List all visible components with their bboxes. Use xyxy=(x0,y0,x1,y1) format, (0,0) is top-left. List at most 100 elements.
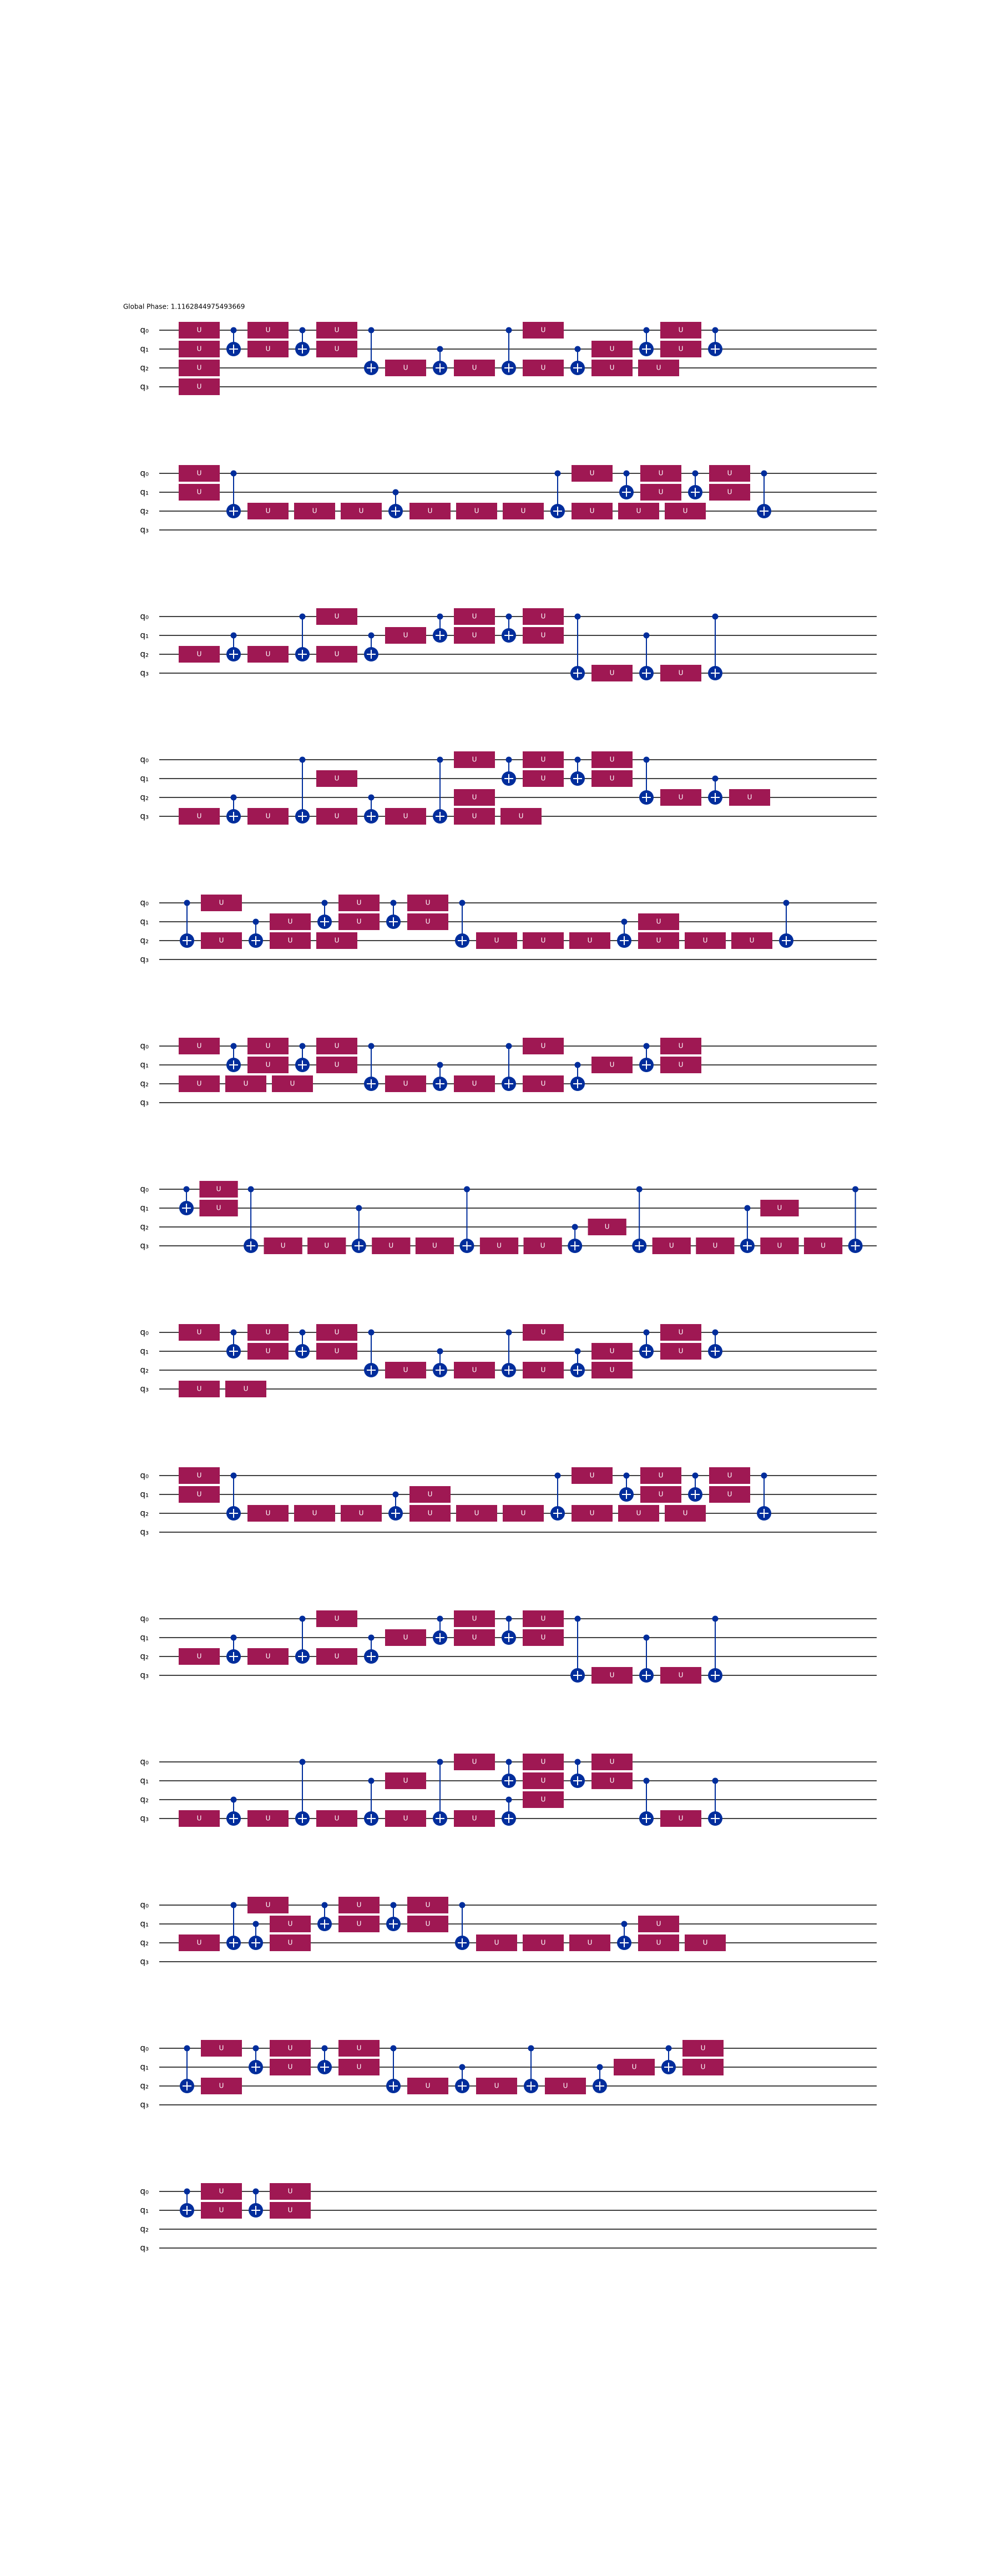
cx-control xyxy=(574,756,581,763)
cx-control xyxy=(437,1759,443,1765)
qubit-label: q₃ xyxy=(140,525,149,535)
cx-control xyxy=(692,1472,699,1479)
u-gate-label: U xyxy=(610,775,615,782)
u-gate-label: U xyxy=(683,1509,688,1517)
u-gate xyxy=(523,608,564,625)
u-gate-label: U xyxy=(541,326,546,334)
u-gate xyxy=(179,1648,220,1665)
u-gate xyxy=(503,503,544,519)
u-gate-label: U xyxy=(216,1185,221,1193)
qubit-label: q₁ xyxy=(140,1919,149,1929)
cx-control xyxy=(368,1043,375,1049)
u-gate xyxy=(588,1219,626,1235)
u-gate xyxy=(225,1381,266,1397)
u-gate-label: U xyxy=(197,1080,202,1088)
u-gate xyxy=(591,665,633,681)
u-gate-label: U xyxy=(335,775,340,782)
u-gate xyxy=(454,1610,495,1627)
u-gate xyxy=(709,1486,750,1503)
u-gate-label: U xyxy=(679,1347,684,1355)
u-gate xyxy=(294,503,335,519)
u-gate-label: U xyxy=(679,1061,684,1069)
cx-control xyxy=(463,1186,470,1193)
u-gate xyxy=(407,1897,448,1913)
u-gate xyxy=(572,1467,613,1484)
u-gate xyxy=(407,895,448,911)
u-gate-label: U xyxy=(777,1204,782,1212)
u-gate-label: U xyxy=(428,1491,433,1498)
u-gate-label: U xyxy=(197,488,202,496)
u-gate-label: U xyxy=(679,794,684,801)
qubit-label: q₀ xyxy=(140,1327,149,1337)
u-gate-label: U xyxy=(388,1242,393,1250)
u-gate xyxy=(316,322,357,339)
u-gate-label: U xyxy=(472,1815,477,1822)
u-gate-label: U xyxy=(472,756,477,764)
cx-control xyxy=(230,327,237,334)
qubit-label: q₃ xyxy=(140,811,149,821)
u-gate xyxy=(640,1486,681,1503)
qubit-label: q₂ xyxy=(140,2081,149,2091)
u-gate-label: U xyxy=(712,1242,717,1250)
qubit-label: q₁ xyxy=(140,1203,149,1213)
cx-control xyxy=(368,794,375,801)
qubit-label: q₂ xyxy=(140,506,149,516)
u-gate-label: U xyxy=(656,364,661,372)
u-gate xyxy=(179,378,220,395)
u-gate-label: U xyxy=(659,488,664,496)
cx-control xyxy=(368,1777,375,1784)
u-gate xyxy=(307,1238,346,1254)
u-gate-label: U xyxy=(541,632,546,639)
u-gate xyxy=(523,1362,564,1378)
u-gate xyxy=(523,1238,562,1254)
u-gate xyxy=(179,1467,220,1484)
u-gate-label: U xyxy=(472,1366,477,1374)
u-gate xyxy=(179,1075,220,1092)
cx-control xyxy=(761,470,767,477)
u-gate-label: U xyxy=(288,2063,293,2071)
u-gate-label: U xyxy=(821,1242,826,1250)
u-gate xyxy=(179,322,220,339)
u-gate xyxy=(476,1934,517,1951)
circuit-row: q₀ q₁ q₂ q₃ U U U U U U U U U U U U U U U xyxy=(140,751,877,825)
u-gate xyxy=(454,789,495,806)
cx-control xyxy=(252,2045,259,2052)
u-gate-label: U xyxy=(428,507,433,515)
u-gate-label: U xyxy=(403,1080,408,1088)
u-gate xyxy=(201,2202,242,2219)
u-gate xyxy=(247,1057,289,1073)
u-gate-label: U xyxy=(244,1385,249,1393)
qubit-label: q₂ xyxy=(140,1222,149,1232)
u-gate xyxy=(660,341,701,357)
cx-control xyxy=(852,1186,859,1193)
u-gate xyxy=(760,1200,799,1216)
u-gate xyxy=(523,932,564,949)
cx-control xyxy=(437,1062,443,1068)
u-gate-label: U xyxy=(335,812,340,820)
circuit-row: q₀ q₁ q₂ q₃ U U U U U U U U U U U U U U U U xyxy=(140,895,877,964)
cx-control xyxy=(299,1043,306,1049)
global-phase: Global Phase: 1.1162844975493669 xyxy=(123,303,245,311)
u-gate-label: U xyxy=(703,1939,708,1947)
cx-control xyxy=(643,632,650,639)
u-gate xyxy=(523,770,564,787)
u-gate-label: U xyxy=(590,507,595,515)
u-gate xyxy=(201,2040,242,2057)
qubit-label: q₀ xyxy=(140,2043,149,2053)
u-gate-label: U xyxy=(428,1509,433,1517)
u-gate-label: U xyxy=(266,345,271,353)
qubit-label: q₂ xyxy=(140,1938,149,1948)
u-gate xyxy=(479,1238,519,1254)
qubit-label: q₀ xyxy=(140,612,149,622)
u-gate-label: U xyxy=(357,899,362,907)
qubit-label: q₀ xyxy=(140,1041,149,1051)
cx-control xyxy=(596,2064,603,2070)
cx-control xyxy=(321,1902,328,1908)
u-gate xyxy=(523,1075,564,1092)
cx-control xyxy=(744,1205,751,1211)
u-gate xyxy=(199,1181,238,1198)
u-gate xyxy=(179,1324,220,1341)
cx-control xyxy=(252,1921,259,1927)
cx-control xyxy=(299,613,306,620)
